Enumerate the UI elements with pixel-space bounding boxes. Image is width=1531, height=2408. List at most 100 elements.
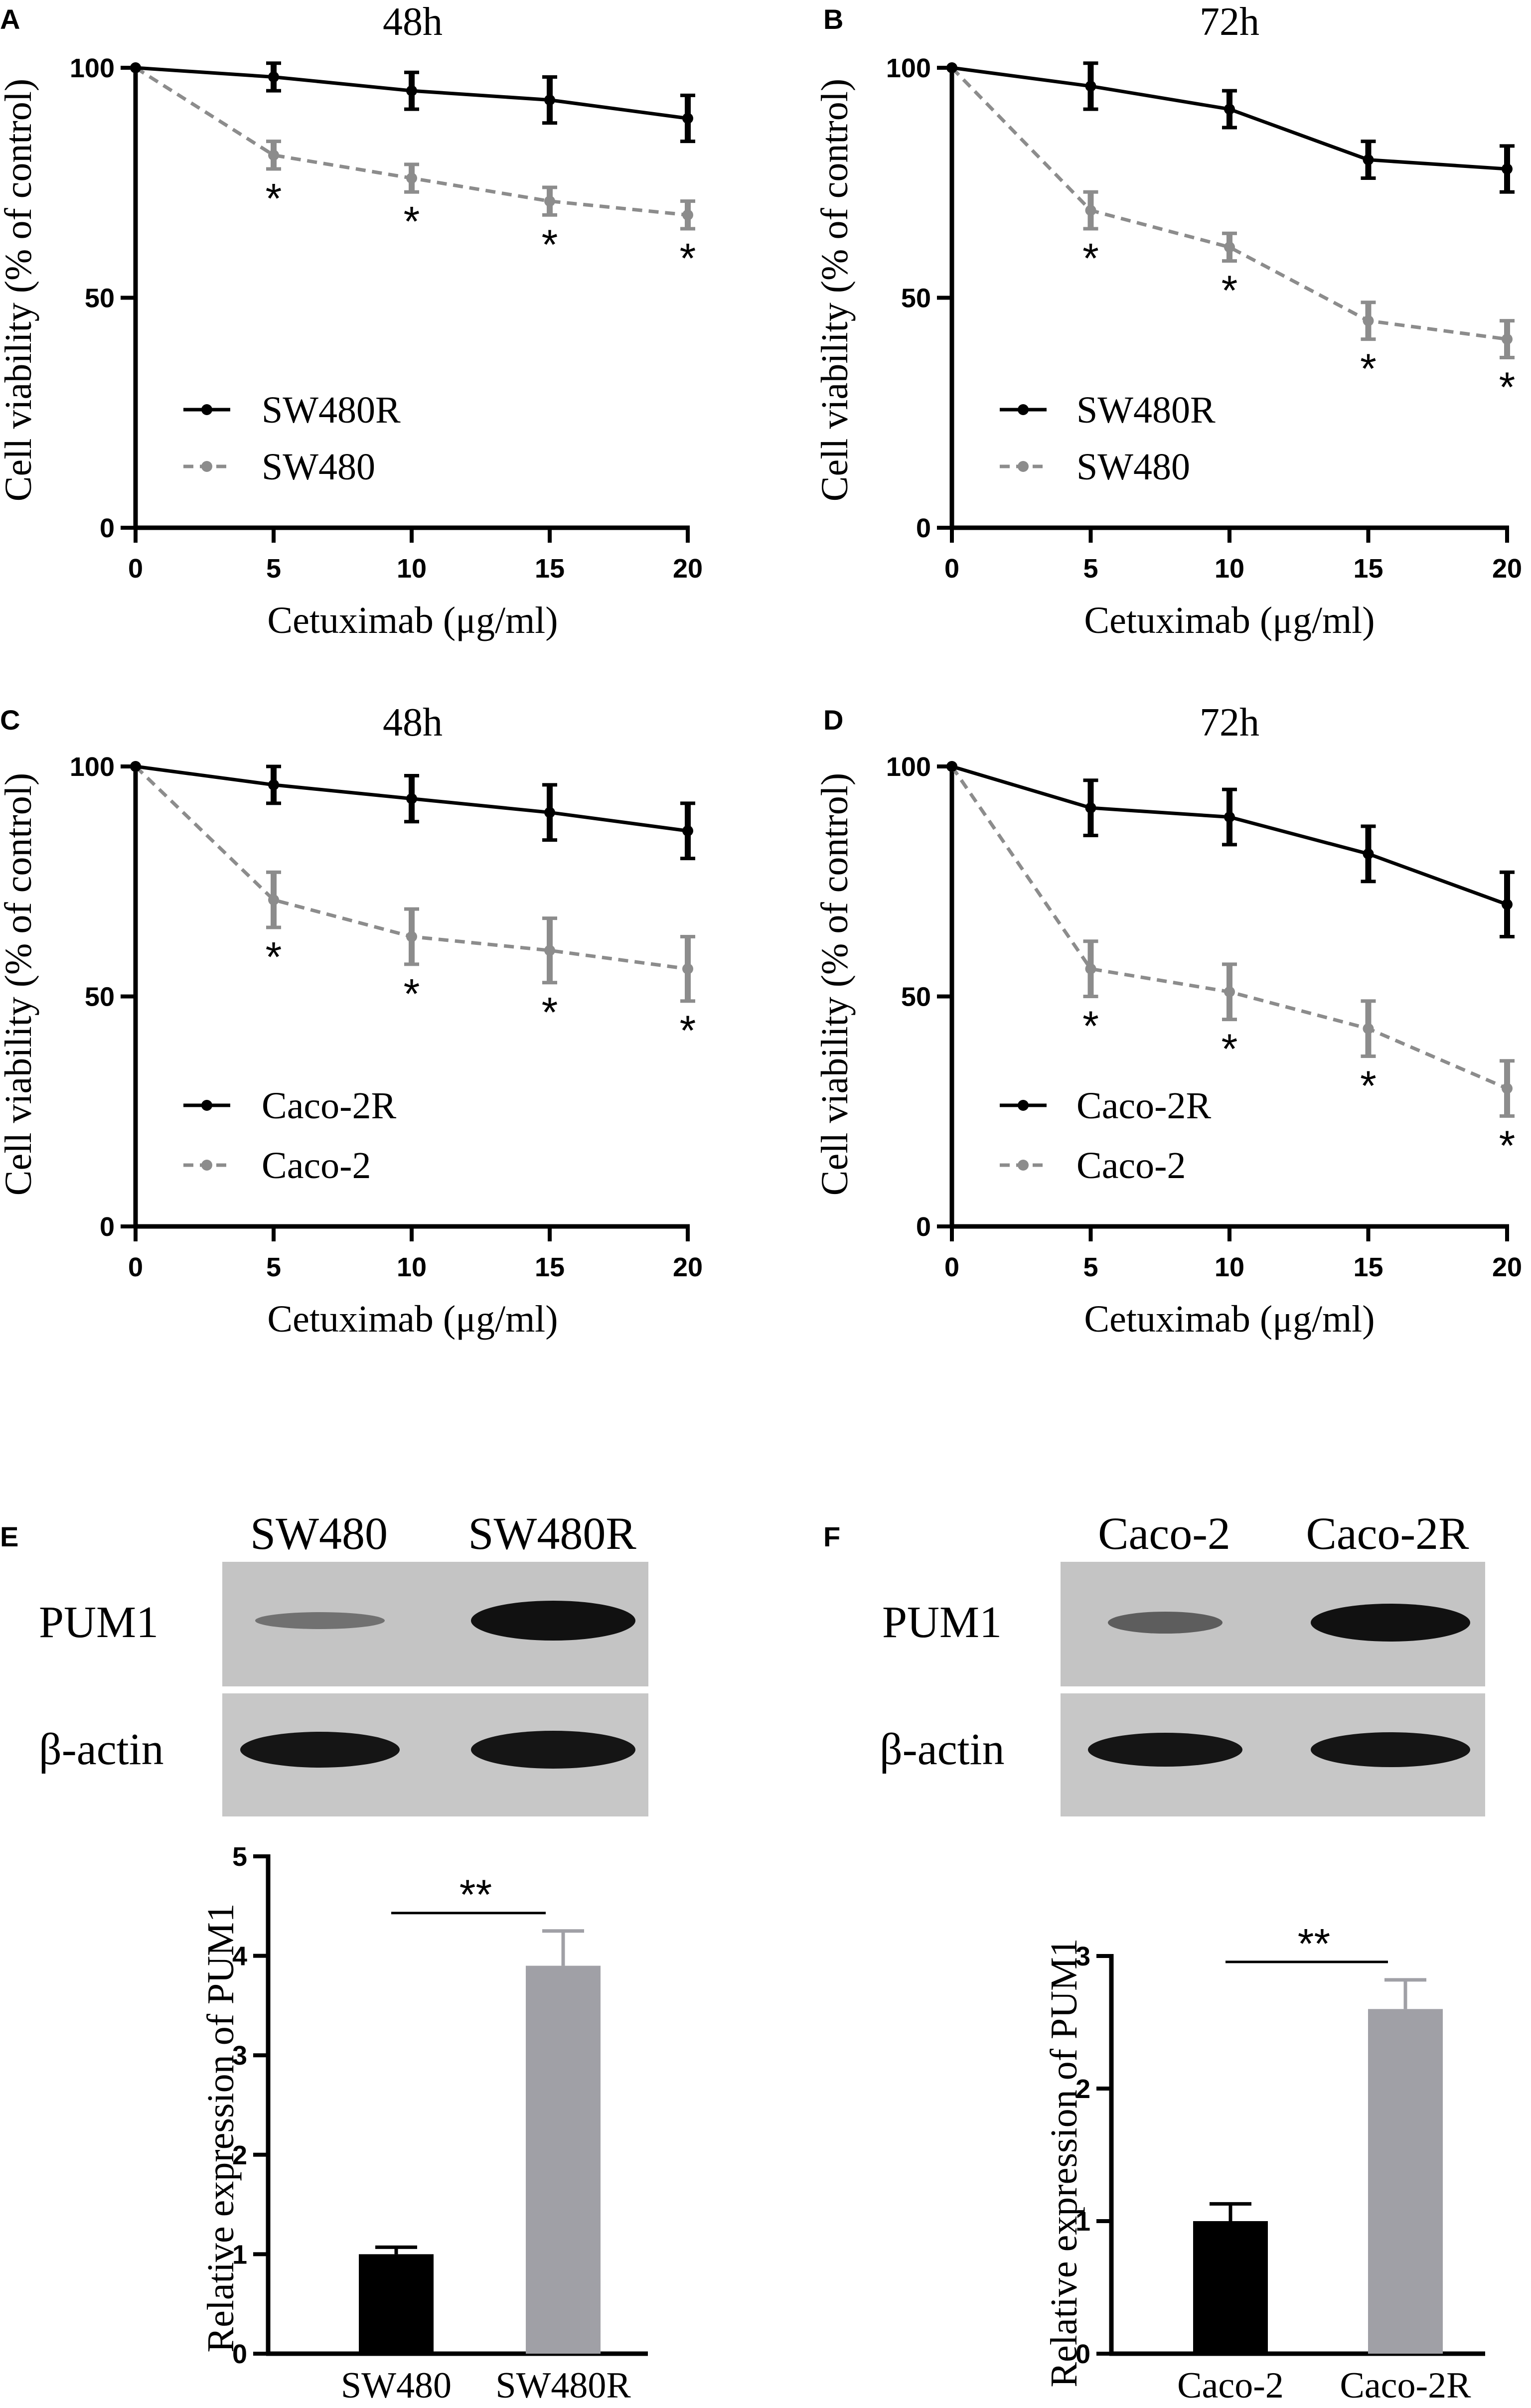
y-tick-label: 1 — [1075, 2207, 1090, 2237]
lane-label-2: SW480R — [468, 1508, 636, 1559]
data-point — [1224, 986, 1235, 998]
significance-star: * — [1222, 1026, 1238, 1072]
x-tick-label: 10 — [397, 554, 427, 584]
panel-letter-d: D — [823, 704, 843, 736]
data-point — [406, 931, 417, 942]
y-tick-label: 100 — [886, 53, 931, 83]
data-point — [1224, 811, 1235, 823]
legend-label-dashed: Caco-2 — [262, 1145, 371, 1187]
blot-band-actin-lane-2 — [1311, 1732, 1470, 1767]
significance-stars: ** — [459, 1871, 492, 1918]
bar-sw480 — [359, 2254, 434, 2354]
x-tick-label: 20 — [673, 1252, 703, 1282]
data-point — [1085, 80, 1096, 92]
legend-label-dashed: SW480 — [1076, 446, 1190, 488]
data-point — [1502, 899, 1513, 910]
panel-letter-e: E — [0, 1521, 18, 1552]
blot-label-beta-actin: β-actin — [39, 1725, 164, 1774]
x-tick-label: 10 — [397, 1252, 427, 1282]
chart-title: 48h — [383, 701, 443, 745]
x-tick-label: 0 — [128, 1252, 143, 1282]
y-tick-label: 0 — [232, 2339, 247, 2369]
significance-star: * — [266, 933, 282, 980]
y-tick-label: 50 — [901, 284, 931, 313]
x-tick-label: 5 — [266, 1252, 281, 1282]
x-tick-label: 20 — [1492, 554, 1522, 584]
data-point — [130, 62, 141, 73]
data-point — [544, 945, 555, 956]
lane-label-1: Caco-2 — [1098, 1508, 1230, 1559]
legend-marker-solid — [1018, 1100, 1029, 1111]
legend-label-solid: SW480R — [262, 389, 401, 431]
significance-star: * — [1499, 363, 1516, 410]
blot-band-actin-lane-2 — [471, 1731, 635, 1769]
data-point — [268, 894, 279, 905]
lane-label-2: Caco-2R — [1306, 1508, 1469, 1559]
x-tick-label: 0 — [944, 554, 959, 584]
x-tick-label: 15 — [535, 554, 565, 584]
data-point — [1363, 315, 1374, 326]
blot-label-beta-actin: β-actin — [880, 1725, 1005, 1774]
significance-star: * — [542, 221, 558, 268]
x-axis-label: Cetuximab (μg/ml) — [267, 1298, 558, 1340]
y-tick-label: 2 — [232, 2140, 247, 2170]
data-point — [1363, 1023, 1374, 1035]
data-point — [682, 825, 693, 837]
data-point — [682, 963, 693, 975]
data-point — [1502, 1083, 1513, 1094]
significance-star: * — [266, 175, 282, 222]
y-tick-label: 100 — [886, 752, 931, 782]
significance-star: * — [1082, 1003, 1099, 1050]
y-tick-label: 0 — [100, 1212, 115, 1242]
data-point — [268, 779, 279, 790]
legend-marker-solid — [201, 404, 212, 415]
data-point — [1224, 104, 1235, 115]
legend-marker-dashed — [1018, 461, 1029, 472]
y-tick-label: 4 — [232, 1942, 247, 1971]
significance-star: * — [1360, 345, 1377, 392]
data-point — [1363, 154, 1374, 165]
panel-e-western-blot: E SW480 SW480R PUM1 β-actin — [0, 1508, 648, 1816]
chart-title: 72h — [1200, 0, 1259, 44]
bar-caco-2 — [1193, 2221, 1268, 2354]
legend-label-solid: Caco-2R — [262, 1085, 396, 1127]
category-label: SW480R — [495, 2365, 631, 2406]
x-axis-label: Cetuximab (μg/ml) — [1084, 1298, 1375, 1340]
category-label: Caco-2R — [1340, 2365, 1471, 2406]
category-label: Caco-2 — [1177, 2365, 1284, 2406]
significance-star: * — [680, 1007, 696, 1054]
y-axis-label: Relative expression of PUM1 — [1043, 1938, 1085, 2387]
data-point — [946, 761, 957, 772]
x-tick-label: 20 — [1492, 1252, 1522, 1282]
panel-letter-a: A — [0, 3, 20, 35]
bar-caco-2r — [1368, 2009, 1443, 2354]
y-tick-label: 50 — [901, 982, 931, 1012]
lane-label-1: SW480 — [250, 1508, 388, 1559]
x-tick-label: 5 — [1083, 1252, 1098, 1282]
data-point — [268, 71, 279, 83]
panel-f-western-blot: F Caco-2 Caco-2R PUM1 β-actin — [823, 1508, 1485, 1816]
blot-label-pum1: PUM1 — [882, 1598, 1002, 1647]
blot-band-pum1-lane-1 — [1108, 1612, 1223, 1634]
y-tick-label: 100 — [70, 752, 115, 782]
y-tick-label: 5 — [232, 1842, 247, 1872]
significance-star: * — [1222, 267, 1238, 314]
significance-stars: ** — [1298, 1920, 1330, 1967]
chart-title: 72h — [1200, 701, 1259, 745]
significance-star: * — [1082, 235, 1099, 282]
panel-letter-b: B — [823, 3, 843, 35]
legend-marker-dashed — [201, 461, 212, 472]
data-point — [682, 209, 693, 221]
panel-letter-c: C — [0, 704, 20, 736]
blot-band-actin-lane-1 — [1088, 1733, 1242, 1767]
y-tick-label: 0 — [916, 513, 931, 543]
data-point — [1502, 163, 1513, 175]
blot-band-pum1-lane-1 — [255, 1612, 385, 1629]
significance-star: * — [1360, 1062, 1377, 1109]
significance-star: * — [404, 198, 420, 245]
y-tick-label: 3 — [232, 2041, 247, 2071]
y-axis-label: Relative expression of PUM1 — [200, 1903, 242, 2352]
legend-marker-dashed — [1018, 1160, 1029, 1171]
panel-c-line-chart: C 48h Cell viability (% of control) Cetu… — [0, 701, 703, 1340]
